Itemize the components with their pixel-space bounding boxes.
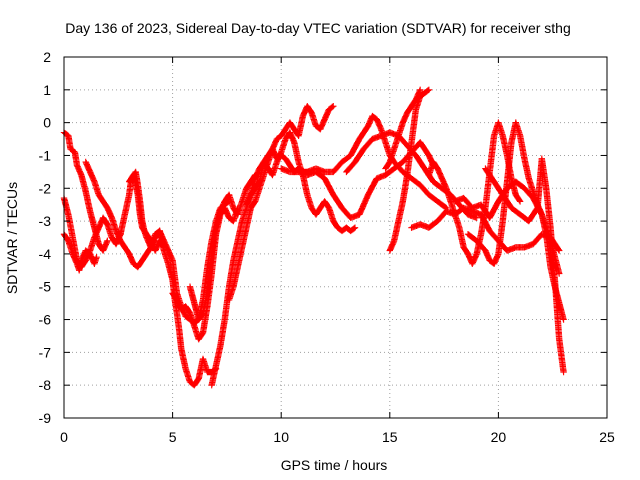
y-tick-label: 2 (43, 49, 51, 65)
series-markers (382, 86, 424, 172)
y-tick-label: -2 (39, 180, 52, 196)
series-markers (243, 129, 359, 235)
series-markers (482, 155, 567, 376)
series-arc-13 (243, 129, 359, 235)
y-tick-label: 1 (43, 82, 51, 98)
x-tick-label: 10 (273, 429, 289, 445)
series-markers (225, 103, 337, 304)
x-tick-label: 25 (599, 429, 615, 445)
y-tick-label: -3 (39, 213, 52, 229)
data-points (60, 86, 567, 389)
x-tick-label: 5 (169, 429, 177, 445)
chart-title: Day 136 of 2023, Sidereal Day-to-day VTE… (65, 20, 571, 36)
series-markers (60, 129, 111, 254)
series-markers (278, 139, 437, 221)
plot-area-border (63, 56, 608, 419)
x-tick-label: 15 (382, 429, 398, 445)
y-tick-label: -8 (39, 377, 52, 393)
series-arc-14 (278, 139, 437, 221)
series-arc-18 (382, 86, 424, 172)
y-tick-label: -6 (39, 312, 52, 328)
y-tick-label: -7 (39, 344, 52, 360)
x-axis-label: GPS time / hours (281, 457, 388, 473)
series-arc-6 (126, 171, 168, 254)
series-markers (186, 171, 259, 323)
series-markers (126, 171, 168, 254)
series-markers (386, 86, 433, 254)
series-arc-10 (186, 171, 259, 323)
y-tick-label: -4 (39, 246, 52, 262)
x-tick-label: 0 (60, 429, 68, 445)
x-tick-label: 20 (491, 429, 507, 445)
series-arc-17 (386, 86, 433, 254)
axis-ticks: 0 5 10 15 20 25 -9 -8 -7 -6 -5 -4 -3 -2 -1 0 1 2 (39, 49, 615, 445)
y-tick-label: -1 (39, 147, 52, 163)
y-tick-label: -9 (39, 410, 52, 426)
y-tick-label: 0 (43, 115, 51, 131)
series-arc-23 (482, 155, 567, 376)
y-axis-label: SDTVAR / TECUs (4, 182, 20, 294)
series-arc-15 (304, 112, 450, 212)
y-tick-label: -5 (39, 279, 52, 295)
series-markers (304, 112, 450, 212)
series-arc-12 (225, 103, 337, 304)
series-arc-2 (60, 129, 111, 254)
